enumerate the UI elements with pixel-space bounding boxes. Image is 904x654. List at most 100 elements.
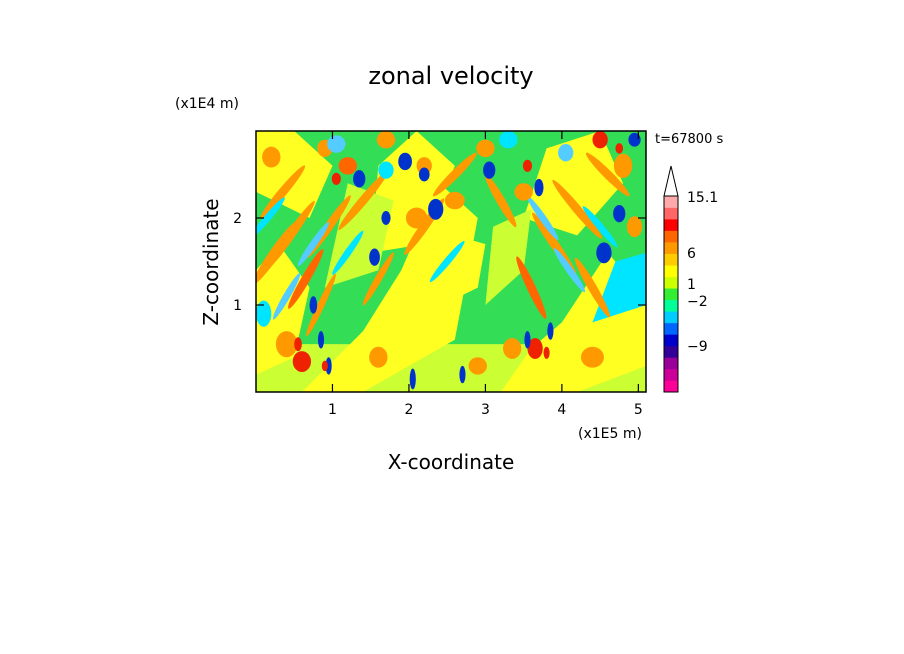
colorbar-segment <box>664 265 678 278</box>
contour-cell <box>338 171 388 231</box>
x-tick-label: 1 <box>328 402 337 418</box>
contour-cell <box>484 174 517 228</box>
colorbar-segment <box>664 311 678 324</box>
contour-cell <box>592 131 608 149</box>
x-tick-label: 3 <box>481 402 490 418</box>
contour-cell <box>581 346 604 368</box>
contour-band <box>301 183 478 392</box>
contour-cell <box>524 331 531 349</box>
x-tick-label: 4 <box>557 402 566 418</box>
y-unit-label: (x1E4 m) <box>175 96 239 112</box>
contour-cell <box>547 322 554 340</box>
contour-cell <box>292 351 312 372</box>
x-tick-label: 2 <box>404 402 413 418</box>
contour-cell <box>615 143 624 154</box>
colorbar-segment <box>664 219 678 231</box>
contour-band <box>523 131 624 236</box>
contour-cell <box>362 252 394 306</box>
contour-cell <box>574 257 611 318</box>
contour-cell <box>378 161 394 179</box>
contour-cell <box>626 216 643 238</box>
colorbar-segment <box>664 242 678 254</box>
contour-cell <box>294 337 302 352</box>
contour-cell <box>256 300 272 327</box>
y-tick-label: 1 <box>233 298 242 314</box>
contour-cell <box>325 357 332 375</box>
colorbar-segment <box>664 299 678 312</box>
contour-cell <box>260 165 306 219</box>
chart-title: zonal velocity <box>368 62 533 90</box>
contour-cell <box>613 153 633 178</box>
y-tick-label: 2 <box>233 211 242 227</box>
contour-cell <box>321 360 328 372</box>
contour-cell <box>398 152 412 171</box>
colorbar-segment <box>664 196 678 208</box>
contour-cell <box>297 222 329 267</box>
contour-cell <box>309 296 318 314</box>
contour-cell <box>553 248 586 293</box>
contour-cell <box>272 273 301 320</box>
colorbar-segment <box>664 207 678 220</box>
colorbar-segment <box>664 334 678 347</box>
colorbar-segment <box>664 345 678 358</box>
x-tick-label: 5 <box>634 402 643 418</box>
contour-cell <box>527 195 559 241</box>
contour-cell <box>534 178 544 197</box>
contour-cell <box>331 172 341 185</box>
contour-cell <box>514 183 533 201</box>
contour-cell <box>405 207 428 229</box>
y-axis-label: Z-coordinate <box>199 198 223 325</box>
contour-cell <box>527 338 543 359</box>
contour-cell <box>353 170 366 188</box>
colorbar-segment <box>664 322 678 335</box>
contour-cell <box>266 200 315 270</box>
contour-cell <box>332 230 364 275</box>
contour-cell <box>429 240 465 283</box>
contour-cell <box>543 346 550 359</box>
colorbar-label: 6 <box>687 246 696 262</box>
contour-cell <box>613 265 646 310</box>
contour-cell <box>476 139 495 158</box>
contour-cell <box>468 357 487 375</box>
contour-cell <box>376 131 396 149</box>
contour-cell <box>338 157 357 175</box>
contour-band <box>370 131 455 253</box>
contour-cell <box>516 256 547 319</box>
x-unit-label: (x1E5 m) <box>578 426 642 442</box>
contour-cell <box>582 206 618 248</box>
time-label: t=67800 s <box>655 132 723 147</box>
colorbar-label: 15.1 <box>687 190 718 206</box>
contour-cell <box>317 331 325 349</box>
contour-cell <box>369 346 388 368</box>
contour-cell <box>628 132 641 147</box>
x-axis-label: X-coordinate <box>388 450 515 474</box>
contour-cell <box>432 152 477 197</box>
colorbar-label: 1 <box>687 277 696 293</box>
colorbar-segment <box>664 368 678 381</box>
contour-cell <box>483 161 496 179</box>
colorbar-segment <box>664 288 678 301</box>
contour-cell <box>256 197 285 239</box>
contour-cell <box>585 152 630 197</box>
contour-cell <box>522 159 533 172</box>
contour-band <box>485 209 532 305</box>
contour-cell <box>502 338 522 359</box>
contour-band <box>424 235 486 314</box>
colorbar-label: −2 <box>687 294 708 310</box>
colorbar-segment <box>664 276 678 289</box>
contour-cell <box>369 248 380 266</box>
plot-frame <box>255 130 647 393</box>
contour-cell <box>499 131 518 149</box>
colorbar: 15.1 6 1−2 −9 <box>663 165 718 393</box>
colorbar-segment <box>664 253 678 266</box>
contour-cell <box>459 365 466 384</box>
contour-field <box>256 131 646 392</box>
colorbar-segment <box>664 230 678 243</box>
contour-cell <box>418 167 430 182</box>
contour-cell <box>444 191 465 210</box>
contour-cell <box>262 146 281 168</box>
colorbar-max-arrow <box>663 165 679 197</box>
contour-cell <box>409 368 416 390</box>
colorbar-segment <box>664 357 678 370</box>
